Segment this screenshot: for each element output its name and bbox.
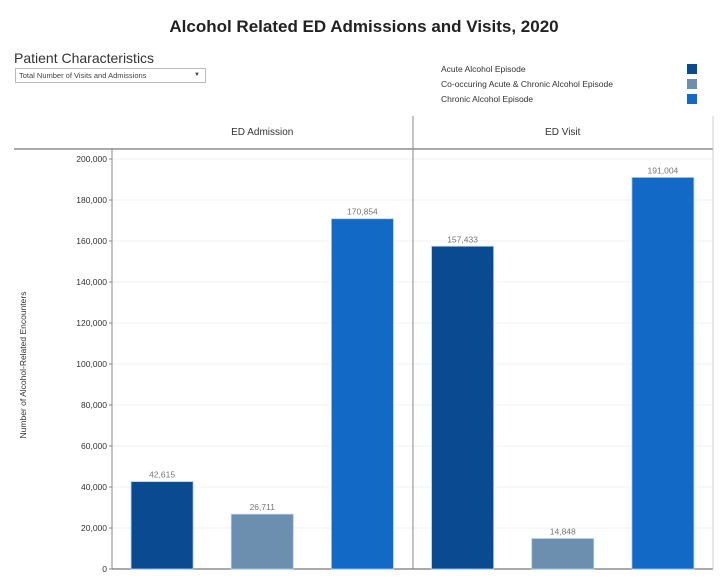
legend-item[interactable]: Acute Alcohol Episode (441, 63, 701, 78)
y-tick-label: 100,000 (76, 359, 107, 369)
y-tick-label: 0 (102, 564, 107, 574)
legend-item[interactable]: Co-occuring Acute & Chronic Alcohol Epis… (441, 78, 701, 93)
panel-header: ED Admission (231, 127, 293, 138)
legend-swatch (687, 79, 697, 89)
y-tick-label: 40,000 (81, 482, 107, 492)
legend-label: Co-occuring Acute & Chronic Alcohol Epis… (441, 79, 613, 89)
legend-swatch (687, 94, 697, 104)
y-tick-label: 120,000 (76, 318, 107, 328)
dropdown-value: Total Number of Visits and Admissions (19, 71, 147, 80)
data-label: 14,848 (550, 527, 576, 537)
chart-title: Alcohol Related ED Admissions and Visits… (169, 17, 559, 36)
bar (130, 481, 194, 570)
bar (331, 218, 394, 570)
y-tick-label: 180,000 (76, 195, 107, 205)
dropdown-arrow-icon: ▼ (194, 72, 200, 78)
legend-label: Acute Alcohol Episode (441, 64, 526, 74)
legend-item[interactable]: Chronic Alcohol Episode (441, 93, 701, 108)
bar (431, 245, 494, 570)
y-tick-label: 200,000 (76, 154, 107, 164)
y-tick-label: 20,000 (81, 523, 107, 533)
bar (631, 177, 695, 570)
legend: Acute Alcohol Episode Co-occuring Acute … (441, 63, 701, 108)
y-axis-title: Number of Alcohol-Related Encounters (18, 292, 28, 439)
y-tick-label: 160,000 (76, 236, 107, 246)
patient-characteristics-dropdown[interactable]: Total Number of Visits and Admissions ▼ (15, 68, 206, 83)
y-tick-label: 80,000 (81, 400, 107, 410)
bar (531, 538, 595, 570)
bar (230, 513, 294, 570)
y-tick-label: 60,000 (81, 441, 107, 451)
data-label: 191,004 (648, 165, 679, 175)
legend-swatch (687, 64, 697, 74)
data-label: 170,854 (347, 207, 378, 217)
y-tick-label: 140,000 (76, 277, 107, 287)
data-label: 157,433 (447, 234, 478, 244)
panel-header: ED Visit (545, 127, 581, 138)
data-label: 26,711 (250, 502, 276, 512)
filter-label: Patient Characteristics (14, 50, 155, 66)
data-label: 42,615 (149, 470, 175, 480)
legend-label: Chronic Alcohol Episode (441, 94, 534, 104)
